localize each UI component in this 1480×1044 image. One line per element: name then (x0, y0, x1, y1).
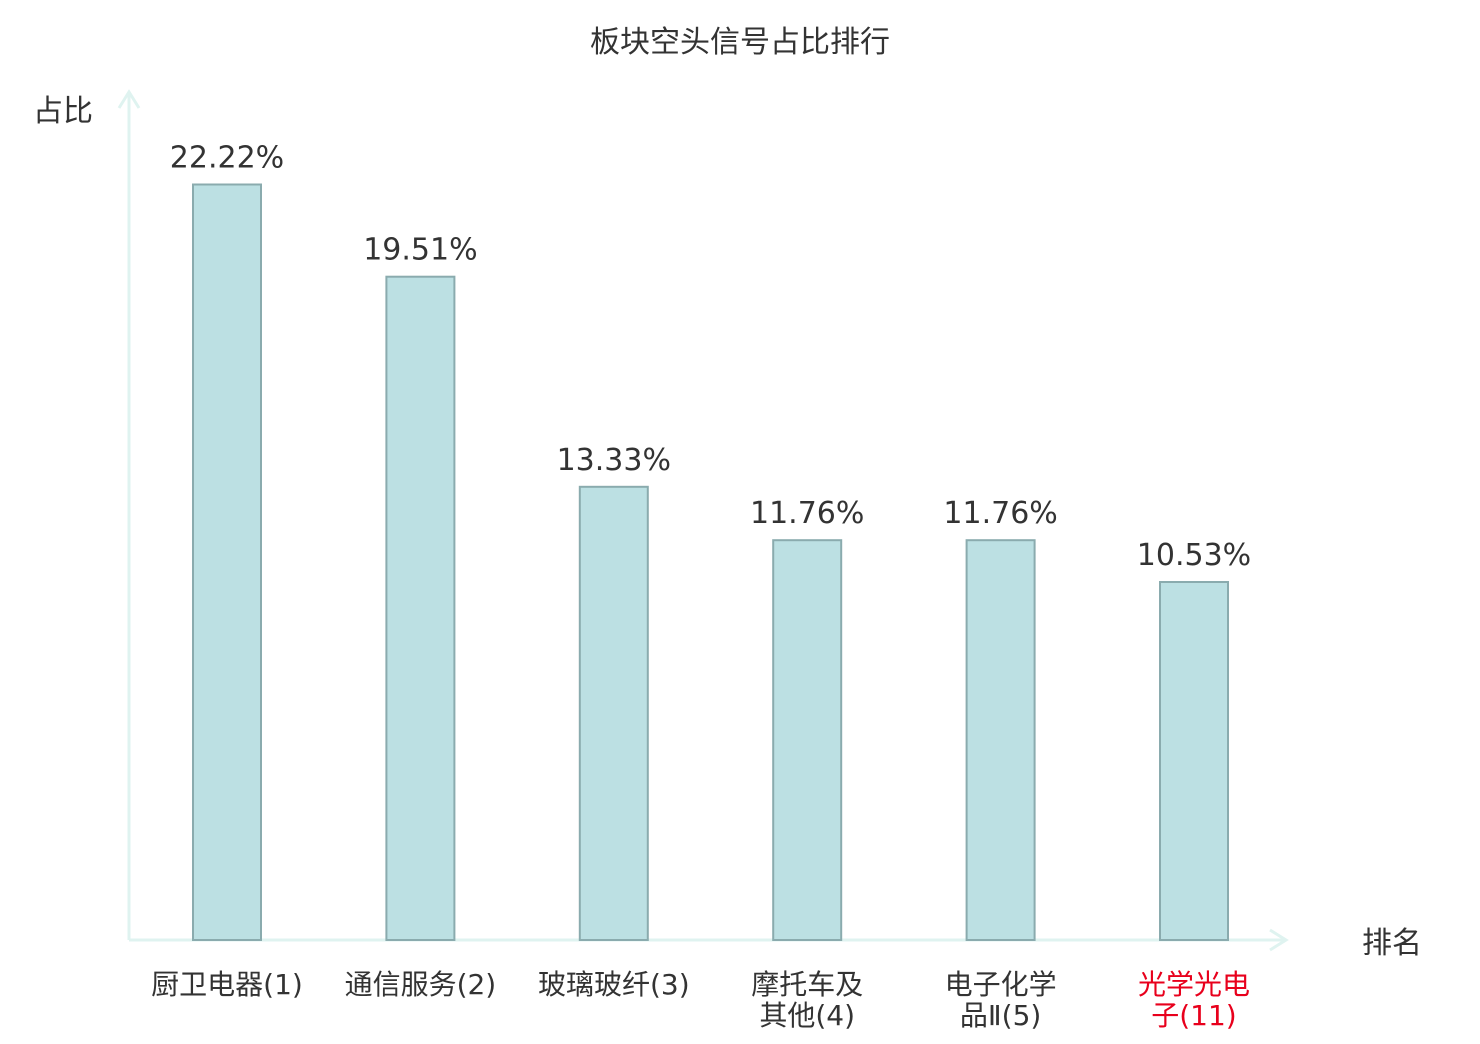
category-label-1-line-1: 厨卫电器(1) (151, 968, 303, 1001)
category-label-4-line-1: 摩托车及 (751, 968, 863, 1001)
category-label-1: 厨卫电器(1) (151, 968, 303, 1001)
category-label-6: 光学光电子(11) (1138, 968, 1250, 1032)
category-label-6-line-2: 子(11) (1151, 999, 1236, 1032)
value-label-5: 11.76% (943, 496, 1057, 531)
bar-3[interactable] (578, 485, 649, 941)
bar-2[interactable] (385, 275, 456, 941)
category-label-2: 通信服务(2) (345, 968, 497, 1001)
category-label-3-line-1: 玻璃玻纤(3) (538, 968, 690, 1001)
axes (117, 89, 1289, 952)
value-label-6: 10.53% (1137, 538, 1251, 573)
value-label-4: 11.76% (750, 496, 864, 531)
bars-group (192, 183, 1229, 941)
x-axis-label: 排名 (1362, 926, 1422, 961)
bar-4[interactable] (772, 539, 843, 941)
value-label-3: 13.33% (557, 443, 671, 478)
x-axis-arrow (1269, 928, 1289, 952)
category-label-6-line-1: 光学光电 (1138, 968, 1250, 1001)
category-label-5: 电子化学品Ⅱ(5) (945, 968, 1057, 1032)
bar-6[interactable] (1159, 581, 1229, 941)
value-label-1: 22.22% (170, 141, 284, 176)
value-labels-group: 22.22% 19.51% 13.33% 11.76% 11.76% 10.53% (170, 141, 1251, 574)
category-label-4-line-2: 其他(4) (759, 999, 855, 1032)
category-label-2-line-1: 通信服务(2) (345, 968, 497, 1001)
category-labels-group: 厨卫电器(1) 通信服务(2) 玻璃玻纤(3) 摩托车及其他(4) 电子化学品Ⅱ(5) 光… (151, 968, 1250, 1032)
value-label-2: 19.51% (363, 233, 477, 268)
bar-5[interactable] (965, 539, 1036, 941)
y-axis-label: 占比 (33, 94, 93, 129)
category-label-5-line-2: 品Ⅱ(5) (960, 999, 1041, 1032)
chart-title: 板块空头信号占比排行 (590, 25, 890, 60)
y-axis-arrow (117, 89, 141, 109)
category-label-3: 玻璃玻纤(3) (538, 968, 690, 1001)
bar-1[interactable] (192, 183, 262, 941)
category-label-5-line-1: 电子化学 (945, 968, 1057, 1001)
category-label-4: 摩托车及其他(4) (751, 968, 863, 1032)
